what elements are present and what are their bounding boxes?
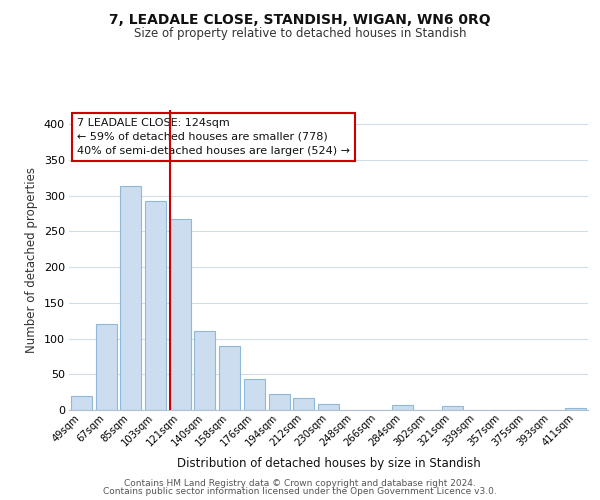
Text: 7, LEADALE CLOSE, STANDISH, WIGAN, WN6 0RQ: 7, LEADALE CLOSE, STANDISH, WIGAN, WN6 0… [109, 12, 491, 26]
Text: Contains public sector information licensed under the Open Government Licence v3: Contains public sector information licen… [103, 487, 497, 496]
Text: Size of property relative to detached houses in Standish: Size of property relative to detached ho… [134, 28, 466, 40]
Bar [269, 394, 290, 410]
Bar [244, 380, 265, 410]
Bar [392, 405, 413, 410]
Text: Contains HM Land Registry data © Crown copyright and database right 2024.: Contains HM Land Registry data © Crown c… [124, 478, 476, 488]
Bar [71, 396, 92, 410]
Bar [219, 346, 240, 410]
Bar [318, 404, 339, 410]
X-axis label: Distribution of detached houses by size in Standish: Distribution of detached houses by size … [176, 456, 481, 469]
Bar [442, 406, 463, 410]
Bar [565, 408, 586, 410]
Bar [194, 332, 215, 410]
Bar [293, 398, 314, 410]
Bar [170, 218, 191, 410]
Bar [95, 324, 116, 410]
Bar [145, 200, 166, 410]
Bar [120, 186, 141, 410]
Y-axis label: Number of detached properties: Number of detached properties [25, 167, 38, 353]
Text: 7 LEADALE CLOSE: 124sqm
← 59% of detached houses are smaller (778)
40% of semi-d: 7 LEADALE CLOSE: 124sqm ← 59% of detache… [77, 118, 350, 156]
